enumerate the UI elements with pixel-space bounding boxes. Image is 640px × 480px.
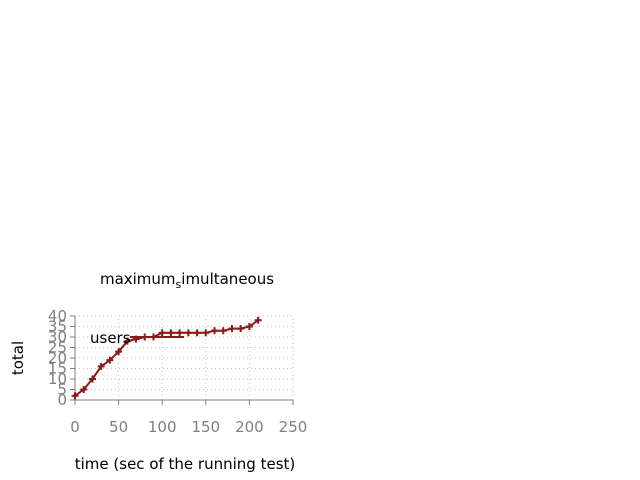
series-line-users [74,319,259,397]
y-tick-label: 5 [57,381,67,399]
y-tick-label: 30 [48,328,67,346]
data-point [106,356,114,364]
data-point [237,325,245,333]
data-point [167,329,175,337]
legend: users [90,329,184,347]
data-point [115,348,123,356]
chart-title-subscript: s [176,278,182,291]
y-tick-label: 0 [57,391,67,409]
x-tick-label: 200 [235,418,264,436]
chart-title: maximumsimultaneous [100,270,274,291]
data-point [193,329,201,337]
data-point [254,316,262,324]
data-point [219,327,227,335]
x-axis-label: time (sec of the running test) [75,455,296,473]
data-point [184,329,192,337]
y-axis-label: total [9,341,27,375]
data-point [176,329,184,337]
y-tick-label: 25 [48,339,67,357]
data-point [71,392,79,400]
data-point [211,327,219,335]
y-tick-label: 10 [48,370,67,388]
data-point [97,362,105,370]
data-point [202,329,210,337]
y-tick-label: 35 [48,318,67,336]
data-point [158,329,166,337]
x-tick-label: 50 [109,418,128,436]
x-tick-label: 150 [191,418,220,436]
data-point [88,375,96,383]
x-tick-label: 250 [279,418,308,436]
x-tick-label: 100 [148,418,177,436]
y-tick-label: 40 [48,307,67,325]
chart-title-main: maximum [100,270,176,288]
y-tick-label: 20 [48,349,67,367]
data-point [245,323,253,330]
x-tick-labels: 0 50 100 150 200 250 [70,418,307,436]
data-point [228,325,236,333]
legend-label-users: users [90,329,131,347]
data-point [80,386,88,393]
chart-title-rest: imultaneous [181,270,274,288]
y-tick-label: 15 [48,360,67,378]
axes [70,315,294,405]
data-point [123,337,131,345]
x-tick-label: 0 [70,418,80,436]
